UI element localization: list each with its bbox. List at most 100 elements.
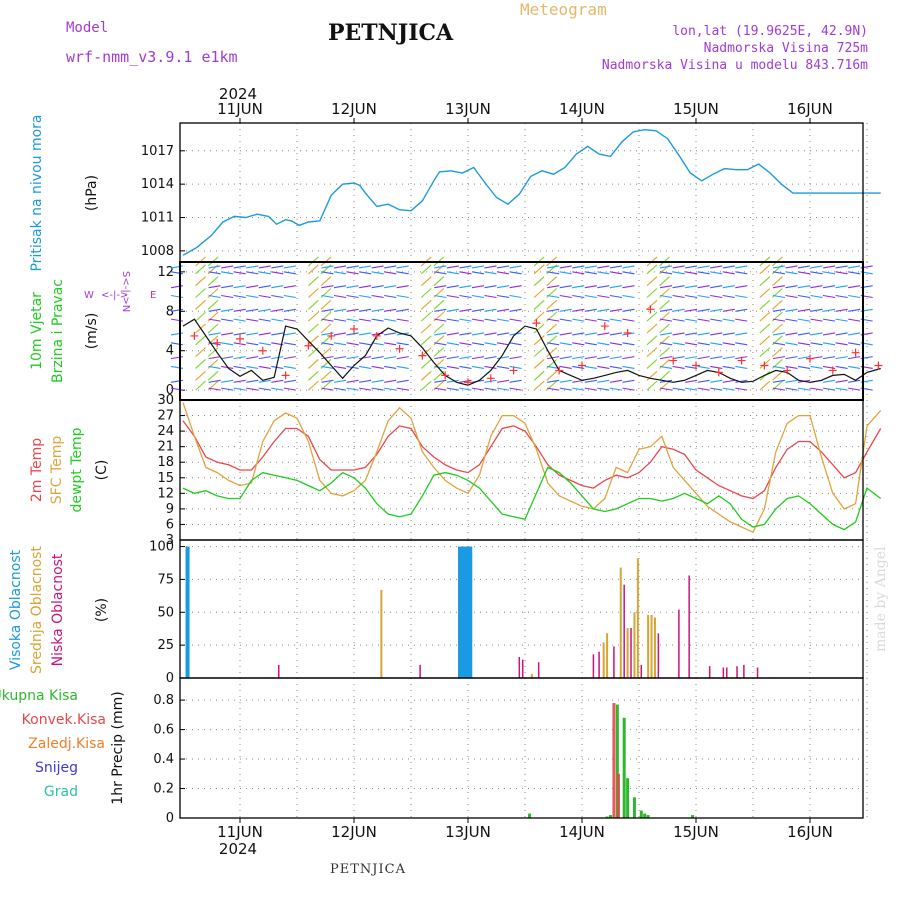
wind-arrow [685, 379, 698, 383]
wind-arrow [597, 285, 610, 289]
wind-arrow [283, 265, 296, 269]
wind-arrow [572, 271, 585, 275]
wind-gust-marker [578, 361, 586, 370]
wind-arrow [283, 379, 296, 383]
wind-arrow [233, 379, 246, 383]
wind-arrow [646, 311, 658, 322]
wind-arrow [609, 308, 622, 312]
wind-arrow [434, 271, 447, 275]
total-precip-bar [643, 813, 647, 818]
wind-gust-marker [714, 368, 723, 377]
bottom-day-label: 14JUN [559, 823, 605, 841]
y-tick-label: 0 [166, 671, 174, 686]
wind-arrow [371, 285, 384, 289]
dewpoint-line [182, 466, 882, 531]
wind-arrow [772, 370, 783, 381]
wind-arrow [735, 271, 748, 275]
wind-arrow [835, 342, 848, 346]
wind-arrow [434, 365, 447, 369]
high-cloud-bar [464, 546, 469, 678]
wind-arrow [735, 365, 748, 369]
wind-arrow [646, 323, 658, 334]
low-cloud-bar [630, 628, 632, 678]
wind-arrow [735, 285, 748, 289]
total-precip-bar [691, 815, 695, 818]
wind-arrow [308, 299, 319, 310]
wind-arrow [584, 379, 597, 383]
wind-arrow [509, 387, 522, 391]
y-tick-label: 4 [166, 344, 174, 359]
wind-arrow [371, 332, 384, 336]
wind-arrow [271, 294, 284, 299]
wind-axis-unit: (m/s) [84, 313, 100, 350]
wind-arrow [672, 285, 685, 289]
wind-arrow [597, 342, 610, 346]
wind-arrow [848, 318, 861, 322]
wind-arrow [446, 265, 459, 269]
wind-arrow [221, 356, 234, 360]
y-tick-label: 30 [157, 393, 174, 408]
low-cloud-bar [419, 664, 421, 678]
wind-arrow [170, 285, 184, 289]
wind-arrow [333, 285, 347, 289]
mid-cloud-bar [653, 617, 656, 678]
wind-arrow [785, 379, 798, 383]
wind-arrow [509, 285, 522, 289]
wind-arrow [283, 356, 296, 360]
wind-arrow [572, 318, 585, 322]
wind-arrow [810, 365, 823, 369]
wind-arrow [597, 356, 610, 360]
low-cloud-bar [518, 656, 521, 678]
wind-arrow [246, 387, 259, 391]
wind-arrow [496, 294, 510, 299]
wind-arrow [597, 379, 610, 383]
wind-arrow [848, 308, 861, 312]
wind-arrow [459, 332, 472, 336]
wind-arrow [533, 264, 545, 275]
mid-cloud-bar [619, 567, 622, 678]
wind-arrow [785, 318, 798, 322]
mid-cloud-bar [530, 674, 533, 678]
wind-arrow [371, 318, 384, 322]
wind-arrow [233, 356, 246, 360]
wind-arrow [459, 356, 472, 360]
wind-arrow [547, 342, 560, 346]
mid-cloud-bar [647, 614, 650, 678]
direction-key-east: E [150, 290, 156, 301]
wind-arrow [659, 271, 673, 275]
wind-arrow [546, 347, 558, 358]
wind-arrow [246, 356, 259, 360]
wind-arrow [396, 387, 409, 391]
wind-arrow [609, 285, 622, 289]
wind-arrow [759, 288, 771, 298]
wind-arrow [597, 308, 610, 312]
wind-arrow [496, 271, 510, 275]
wind-arrow [772, 332, 786, 336]
wind-arrow [722, 365, 735, 369]
wind-arrow [359, 379, 372, 383]
wind-arrow [646, 347, 658, 358]
wind-arrow [672, 271, 685, 275]
wind-arrow [646, 276, 658, 287]
wind-arrow [848, 365, 861, 369]
wind-arrow [810, 332, 823, 336]
wind-arrow [710, 356, 723, 360]
wind-arrow [246, 271, 259, 275]
wind-arrow [233, 332, 246, 336]
wind-arrow [697, 332, 710, 336]
wind-arrow [822, 332, 836, 336]
wind-arrow [258, 265, 271, 269]
wind-arrow [420, 380, 432, 391]
wind-arrow [208, 365, 221, 369]
sfc-temp-line [182, 402, 882, 534]
wind-arrow [333, 387, 347, 391]
wind-arrow [572, 356, 585, 360]
wind-gust-marker [692, 361, 700, 370]
model-label: Model [66, 20, 109, 36]
wind-arrow [195, 288, 206, 298]
wind-arrow [584, 356, 597, 360]
wind-arrow [420, 288, 432, 298]
wind-arrow [471, 332, 485, 336]
wind-arrow [283, 332, 296, 336]
wind-arrow [697, 379, 710, 383]
